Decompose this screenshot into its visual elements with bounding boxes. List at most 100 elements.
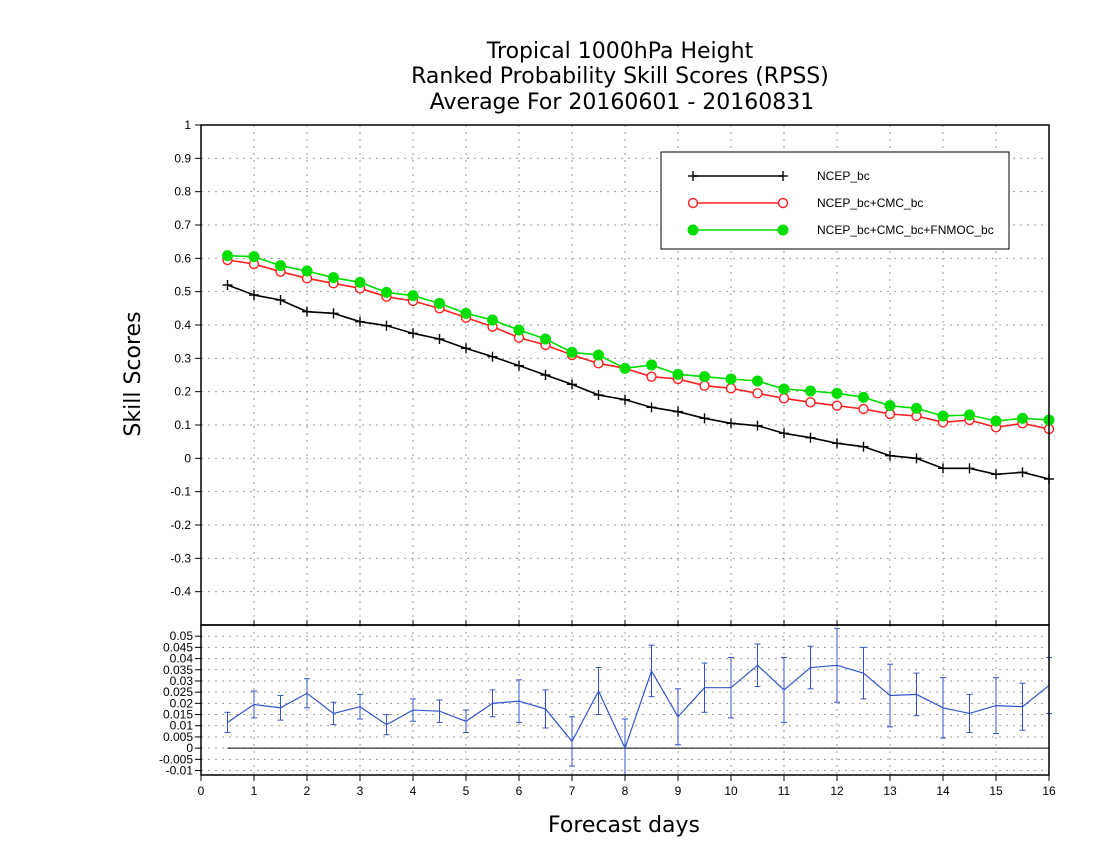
diff-y-tick-label: 0.01 xyxy=(170,719,194,733)
legend-entry: NCEP_bc+CMC_bc xyxy=(817,196,923,210)
series-0-point xyxy=(673,406,683,417)
difference-line xyxy=(227,664,1050,750)
series-0-point xyxy=(911,453,922,464)
series-0-point xyxy=(434,334,445,344)
series-0-point xyxy=(222,280,233,290)
series-2-point xyxy=(540,333,551,345)
series-1-point xyxy=(858,403,869,415)
series-2-point xyxy=(222,250,233,262)
series-0-point xyxy=(328,308,339,319)
x-tick-label: 9 xyxy=(675,784,682,798)
title-line-2: Ranked Probability Skill Scores (RPSS) xyxy=(411,64,829,89)
legend-marker xyxy=(778,171,788,181)
legend-marker xyxy=(687,224,699,236)
series-0-point xyxy=(779,428,789,439)
series-0-point xyxy=(593,390,604,400)
x-tick-label: 14 xyxy=(936,784,950,798)
series-2-point xyxy=(672,368,684,380)
series-2-point xyxy=(354,276,366,288)
legend-marker xyxy=(687,197,699,209)
legend: NCEP_bc NCEP_bc+CMC_bc NCEP_bc+CMC_bc+FNMO… xyxy=(660,151,1010,250)
y-tick-label: 0.1 xyxy=(174,418,191,432)
series-0-point xyxy=(805,432,816,443)
series-1-point xyxy=(752,388,763,399)
title-line-3: Average For 20160601 - 20160831 xyxy=(430,90,815,115)
series-2-point xyxy=(407,290,419,302)
y-tick-label: 0.6 xyxy=(174,251,191,265)
series-line-2 xyxy=(227,254,1050,422)
series-2-point xyxy=(778,383,790,395)
y-tick-label: -0.2 xyxy=(170,518,191,532)
x-tick-label: 15 xyxy=(989,784,1003,798)
x-tick-label: 10 xyxy=(724,784,738,798)
diff-y-tick-label: 0.05 xyxy=(170,629,194,643)
series-0-point xyxy=(1017,467,1028,478)
chart-title: Tropical 1000hPa Height Ranked Probabili… xyxy=(411,39,829,115)
series-0-point xyxy=(487,351,498,362)
series-2-point xyxy=(619,362,631,374)
series-2-point xyxy=(805,385,816,397)
x-tick-label: 2 xyxy=(304,784,311,798)
series-1-point xyxy=(805,397,816,408)
series-2-point xyxy=(487,314,498,326)
series-0-point xyxy=(355,316,365,327)
diff-y-tick-label: 0.04 xyxy=(170,652,194,666)
series-2-point xyxy=(248,251,260,263)
series-2-point xyxy=(566,346,578,358)
legend-entry: NCEP_bc xyxy=(817,169,870,183)
y-tick-label: 0.7 xyxy=(174,218,191,232)
difference-grid xyxy=(201,625,1049,775)
series-2-point xyxy=(858,391,869,403)
diff-y-tick-label: 0 xyxy=(186,741,193,755)
y-tick-label: -0.4 xyxy=(170,585,191,599)
main-series xyxy=(222,250,1055,484)
series-0-point xyxy=(832,438,842,449)
legend-marker xyxy=(777,224,789,236)
x-tick-label: 8 xyxy=(622,784,629,798)
series-2-point xyxy=(301,265,313,277)
series-2-point xyxy=(328,272,339,284)
series-2-point xyxy=(990,415,1002,427)
x-tick-label: 6 xyxy=(516,784,523,798)
series-2-point xyxy=(434,297,445,309)
y-tick-label: 0.3 xyxy=(174,351,191,365)
series-1-point xyxy=(646,371,657,382)
series-0-point xyxy=(752,420,763,431)
series-0-point xyxy=(514,360,524,371)
series-1-point xyxy=(778,393,790,404)
series-2-point xyxy=(884,400,896,412)
title-line-1: Tropical 1000hPa Height xyxy=(486,39,754,64)
series-1-point xyxy=(699,380,710,391)
series-0-point xyxy=(699,413,710,424)
legend-marker xyxy=(688,171,698,181)
series-1-point xyxy=(831,400,843,411)
diff-y-tick-label: -0.01 xyxy=(166,764,194,778)
series-0-point xyxy=(249,290,259,300)
series-0-point xyxy=(938,463,948,474)
series-0-point xyxy=(885,450,895,461)
series-0-point xyxy=(726,418,736,429)
x-axis-label: Forecast days xyxy=(548,813,700,838)
series-line-0 xyxy=(227,284,1050,480)
y-tick-label: 0.8 xyxy=(174,185,191,199)
series-2-point xyxy=(725,373,737,385)
series-2-point xyxy=(831,387,843,399)
difference-plot-frame xyxy=(200,624,1050,776)
x-tick-label: 0 xyxy=(198,784,205,798)
diff-y-tick-label: 0.015 xyxy=(163,708,193,722)
diff-y-tick-label: 0.02 xyxy=(170,696,194,710)
y-tick-label: 0.4 xyxy=(174,318,191,332)
x-tick-label: 12 xyxy=(830,784,844,798)
y-tick-label: 0.2 xyxy=(174,385,191,399)
legend-entry: NCEP_bc+CMC_bc+FNMOC_bc xyxy=(817,223,994,237)
main-grid xyxy=(201,125,1049,625)
x-tick-label: 16 xyxy=(1042,784,1056,798)
y-tick-label: 1 xyxy=(184,118,191,132)
diff-y-tick-label: 0.005 xyxy=(163,730,193,744)
diff-y-tick-label: 0.025 xyxy=(163,685,193,699)
series-0-point xyxy=(858,441,869,452)
y-tick-label: -0.3 xyxy=(170,551,191,565)
series-2-point xyxy=(752,375,763,387)
series-1-point xyxy=(725,383,737,394)
series-2-point xyxy=(699,371,710,383)
